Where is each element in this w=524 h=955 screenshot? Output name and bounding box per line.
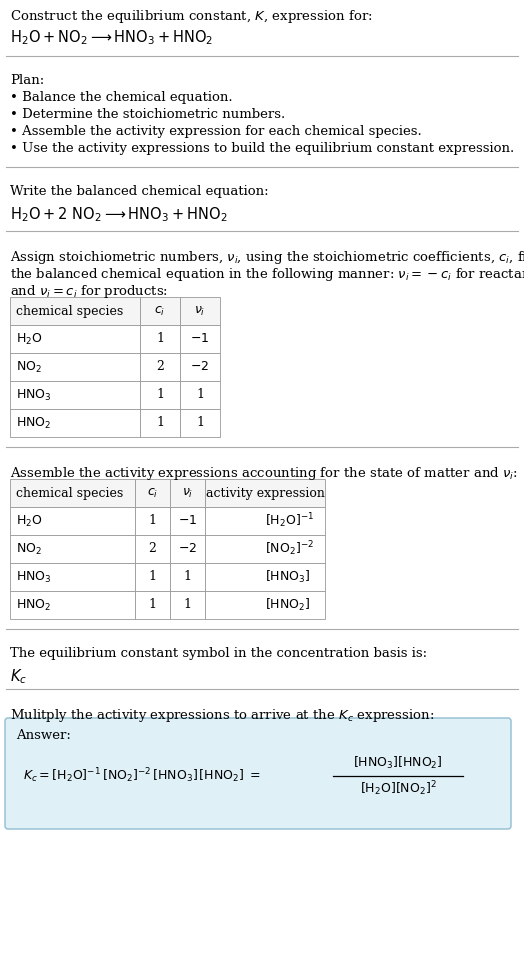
- Bar: [10, 563, 135, 591]
- Bar: [140, 297, 180, 325]
- Text: $\nu_i$: $\nu_i$: [194, 305, 206, 318]
- Text: Mulitply the activity expressions to arrive at the $K_c$ expression:: Mulitply the activity expressions to arr…: [10, 707, 434, 724]
- Text: $\mathrm{HNO_2}$: $\mathrm{HNO_2}$: [16, 415, 51, 431]
- Text: the balanced chemical equation in the following manner: $\nu_i = -c_i$ for react: the balanced chemical equation in the fo…: [10, 266, 524, 283]
- Text: Answer:: Answer:: [16, 729, 71, 742]
- Text: 1: 1: [156, 416, 164, 430]
- Bar: [10, 479, 135, 507]
- Bar: [180, 325, 220, 353]
- Text: $\mathrm{HNO_3}$: $\mathrm{HNO_3}$: [16, 569, 51, 584]
- Bar: [135, 479, 170, 507]
- Text: 1: 1: [148, 570, 157, 584]
- Bar: [140, 325, 180, 353]
- Text: $\mathrm{HNO_2}$: $\mathrm{HNO_2}$: [16, 598, 51, 612]
- Text: $\mathrm{HNO_3}$: $\mathrm{HNO_3}$: [16, 388, 51, 403]
- Bar: [180, 381, 220, 409]
- Bar: [10, 409, 140, 437]
- Bar: [135, 535, 170, 563]
- Text: 2: 2: [149, 542, 157, 556]
- Bar: [10, 353, 140, 381]
- Text: $\nu_i$: $\nu_i$: [182, 486, 193, 499]
- Text: 1: 1: [148, 515, 157, 527]
- Text: $[\mathrm{H_2O}][\mathrm{NO_2}]^2$: $[\mathrm{H_2O}][\mathrm{NO_2}]^2$: [359, 779, 436, 798]
- Bar: [135, 507, 170, 535]
- Bar: [170, 507, 205, 535]
- Bar: [205, 591, 325, 619]
- Text: Assign stoichiometric numbers, $\nu_i$, using the stoichiometric coefficients, $: Assign stoichiometric numbers, $\nu_i$, …: [10, 249, 524, 266]
- Text: • Determine the stoichiometric numbers.: • Determine the stoichiometric numbers.: [10, 108, 285, 121]
- Text: 1: 1: [183, 570, 191, 584]
- Text: 2: 2: [156, 360, 164, 373]
- Text: $c_i$: $c_i$: [155, 305, 166, 318]
- Text: $-1$: $-1$: [178, 515, 197, 527]
- Text: 1: 1: [196, 416, 204, 430]
- Bar: [205, 507, 325, 535]
- Text: $[\mathrm{H_2O}]^{-1}$: $[\mathrm{H_2O}]^{-1}$: [265, 512, 314, 530]
- Text: chemical species: chemical species: [16, 305, 123, 317]
- Text: $\mathrm{H_2O + NO_2 \longrightarrow HNO_3 + HNO_2}$: $\mathrm{H_2O + NO_2 \longrightarrow HNO…: [10, 28, 213, 47]
- Bar: [10, 381, 140, 409]
- Bar: [180, 353, 220, 381]
- Bar: [205, 563, 325, 591]
- Bar: [135, 563, 170, 591]
- Text: chemical species: chemical species: [16, 486, 123, 499]
- Text: 1: 1: [148, 599, 157, 611]
- Text: $-2$: $-2$: [190, 360, 210, 373]
- Text: $K_c$: $K_c$: [10, 667, 27, 686]
- Text: $\mathrm{H_2O}$: $\mathrm{H_2O}$: [16, 331, 42, 347]
- FancyBboxPatch shape: [5, 718, 511, 829]
- Text: Write the balanced chemical equation:: Write the balanced chemical equation:: [10, 185, 269, 198]
- Text: The equilibrium constant symbol in the concentration basis is:: The equilibrium constant symbol in the c…: [10, 647, 427, 660]
- Text: $[\mathrm{HNO_3}]$: $[\mathrm{HNO_3}]$: [265, 569, 310, 585]
- Text: $-1$: $-1$: [190, 332, 210, 346]
- Bar: [205, 535, 325, 563]
- Bar: [10, 325, 140, 353]
- Bar: [10, 297, 140, 325]
- Text: Assemble the activity expressions accounting for the state of matter and $\nu_i$: Assemble the activity expressions accoun…: [10, 465, 518, 482]
- Bar: [135, 591, 170, 619]
- Text: $\mathrm{NO_2}$: $\mathrm{NO_2}$: [16, 359, 42, 374]
- Text: $\mathrm{H_2O}$: $\mathrm{H_2O}$: [16, 514, 42, 528]
- Bar: [10, 507, 135, 535]
- Text: $[\mathrm{NO_2}]^{-2}$: $[\mathrm{NO_2}]^{-2}$: [265, 540, 314, 559]
- Text: Construct the equilibrium constant, $K$, expression for:: Construct the equilibrium constant, $K$,…: [10, 8, 373, 25]
- Bar: [170, 479, 205, 507]
- Text: • Assemble the activity expression for each chemical species.: • Assemble the activity expression for e…: [10, 125, 422, 138]
- Text: 1: 1: [156, 389, 164, 401]
- Text: 1: 1: [183, 599, 191, 611]
- Bar: [140, 381, 180, 409]
- Text: $-2$: $-2$: [178, 542, 197, 556]
- Bar: [180, 409, 220, 437]
- Text: $K_c = [\mathrm{H_2O}]^{-1}\,[\mathrm{NO_2}]^{-2}\,[\mathrm{HNO_3}]\,[\mathrm{HN: $K_c = [\mathrm{H_2O}]^{-1}\,[\mathrm{NO…: [23, 767, 260, 785]
- Text: $\mathrm{H_2O + 2\ NO_2 \longrightarrow HNO_3 + HNO_2}$: $\mathrm{H_2O + 2\ NO_2 \longrightarrow …: [10, 205, 227, 223]
- Bar: [170, 591, 205, 619]
- Bar: [10, 535, 135, 563]
- Text: $[\mathrm{HNO_2}]$: $[\mathrm{HNO_2}]$: [265, 597, 310, 613]
- Bar: [170, 535, 205, 563]
- Text: activity expression: activity expression: [205, 486, 324, 499]
- Text: 1: 1: [156, 332, 164, 346]
- Text: $c_i$: $c_i$: [147, 486, 158, 499]
- Text: $\mathrm{NO_2}$: $\mathrm{NO_2}$: [16, 541, 42, 557]
- Text: and $\nu_i = c_i$ for products:: and $\nu_i = c_i$ for products:: [10, 283, 168, 300]
- Bar: [140, 353, 180, 381]
- Text: 1: 1: [196, 389, 204, 401]
- Bar: [205, 479, 325, 507]
- Bar: [10, 591, 135, 619]
- Bar: [180, 297, 220, 325]
- Text: $[\mathrm{HNO_3}][\mathrm{HNO_2}]$: $[\mathrm{HNO_3}][\mathrm{HNO_2}]$: [353, 755, 443, 771]
- Bar: [140, 409, 180, 437]
- Text: • Balance the chemical equation.: • Balance the chemical equation.: [10, 91, 233, 104]
- Text: Plan:: Plan:: [10, 74, 44, 87]
- Text: • Use the activity expressions to build the equilibrium constant expression.: • Use the activity expressions to build …: [10, 142, 514, 155]
- Bar: [170, 563, 205, 591]
